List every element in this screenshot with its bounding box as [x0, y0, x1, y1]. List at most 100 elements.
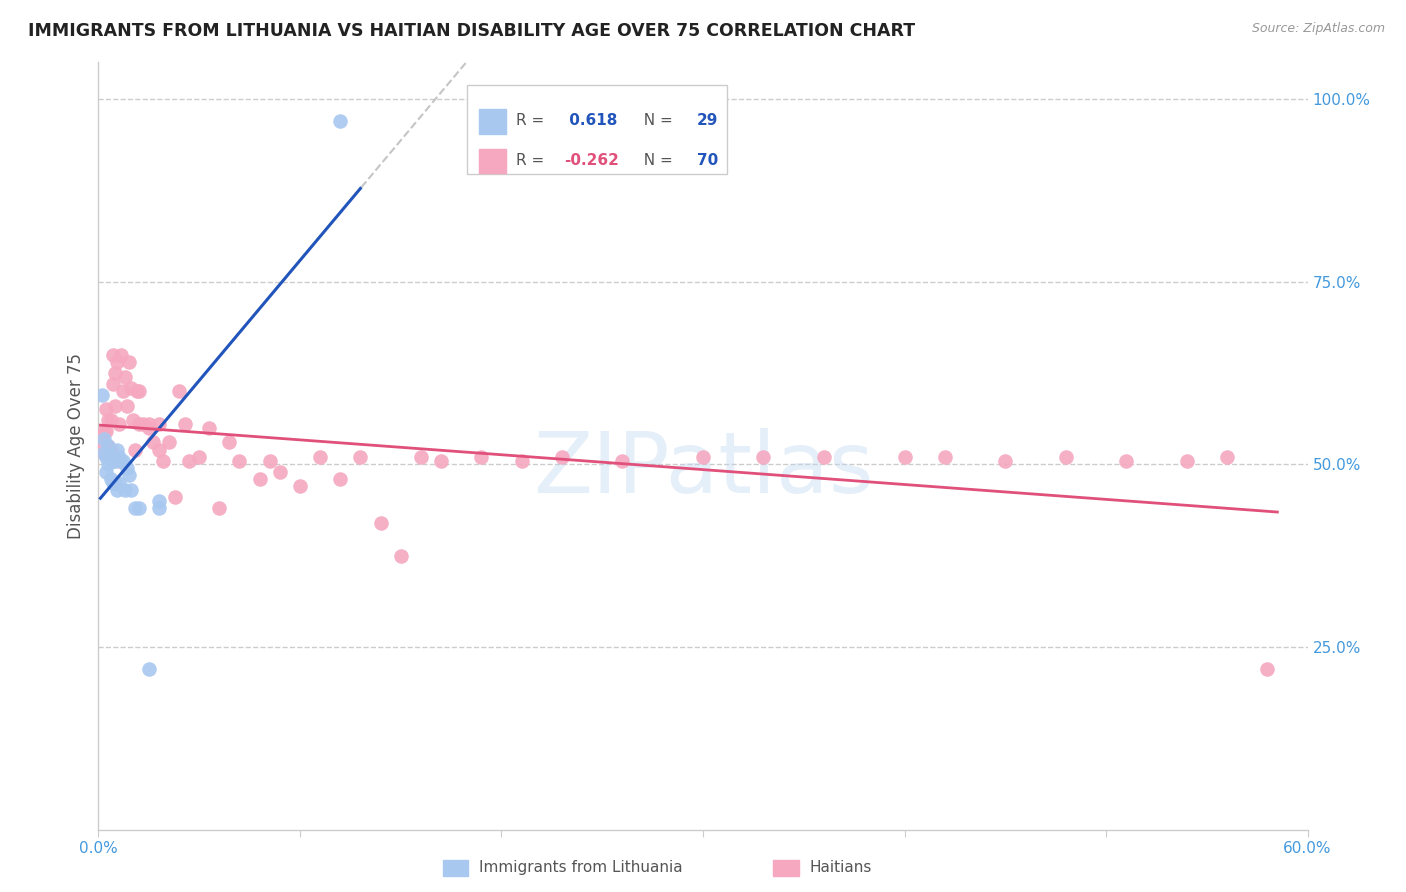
Point: [1115, 453, 1137, 467]
Point: [389, 549, 412, 563]
Point: [188, 450, 211, 464]
Point: [107, 450, 129, 464]
Point: [107, 417, 129, 431]
Point: [100, 413, 122, 427]
Point: [110, 453, 132, 467]
Point: [97, 439, 120, 453]
Point: [152, 453, 174, 467]
Point: [115, 399, 138, 413]
Bar: [479, 149, 506, 173]
Point: [114, 483, 136, 497]
Point: [93, 425, 115, 439]
Point: [128, 417, 150, 431]
Point: [430, 453, 453, 467]
Point: [198, 421, 221, 435]
Text: Haitians: Haitians: [810, 861, 872, 875]
Point: [167, 384, 190, 399]
Point: [118, 468, 141, 483]
Text: ZIPatlas: ZIPatlas: [533, 427, 873, 510]
Point: [97, 413, 120, 427]
Point: [218, 435, 240, 450]
Text: R =: R =: [516, 113, 548, 128]
Point: [124, 442, 146, 457]
Point: [105, 442, 128, 457]
Point: [174, 417, 197, 431]
Point: [349, 450, 371, 464]
Point: [128, 384, 150, 399]
Point: [249, 472, 271, 486]
Point: [115, 461, 138, 475]
Text: IMMIGRANTS FROM LITHUANIA VS HAITIAN DISABILITY AGE OVER 75 CORRELATION CHART: IMMIGRANTS FROM LITHUANIA VS HAITIAN DIS…: [28, 22, 915, 40]
Point: [228, 453, 250, 467]
Point: [96, 425, 118, 439]
Point: [179, 453, 201, 467]
Point: [148, 442, 170, 457]
Point: [91, 435, 114, 450]
Point: [1216, 450, 1239, 464]
Text: N =: N =: [634, 113, 678, 128]
Point: [132, 417, 155, 431]
Point: [101, 453, 124, 467]
Point: [100, 442, 122, 457]
Point: [269, 465, 291, 479]
Text: R =: R =: [516, 153, 548, 168]
Point: [510, 453, 533, 467]
Point: [138, 421, 160, 435]
Point: [100, 472, 122, 486]
Point: [111, 384, 134, 399]
Point: [103, 453, 125, 467]
Point: [101, 348, 124, 362]
Point: [97, 439, 120, 453]
Point: [259, 453, 281, 467]
Text: Source: ZipAtlas.com: Source: ZipAtlas.com: [1251, 22, 1385, 36]
Bar: [479, 110, 506, 134]
Point: [1054, 450, 1077, 464]
Point: [111, 453, 134, 467]
Point: [93, 432, 115, 446]
Point: [994, 453, 1017, 467]
Point: [97, 457, 120, 471]
Point: [1175, 453, 1198, 467]
Text: N =: N =: [634, 153, 678, 168]
Point: [551, 450, 574, 464]
Point: [309, 450, 332, 464]
Y-axis label: Disability Age Over 75: Disability Age Over 75: [66, 353, 84, 539]
Point: [409, 450, 432, 464]
Text: 70: 70: [697, 153, 718, 168]
Point: [142, 435, 165, 450]
FancyBboxPatch shape: [467, 86, 727, 174]
Point: [101, 376, 124, 391]
Point: [96, 450, 118, 464]
Point: [121, 413, 143, 427]
Point: [138, 662, 160, 676]
Point: [934, 450, 956, 464]
Text: 29: 29: [697, 113, 718, 128]
Point: [120, 483, 142, 497]
Point: [105, 483, 128, 497]
Point: [105, 355, 128, 369]
Point: [752, 450, 775, 464]
Point: [114, 369, 136, 384]
Point: [100, 450, 122, 464]
Point: [120, 380, 142, 394]
Point: [157, 435, 180, 450]
Point: [288, 479, 311, 493]
Point: [138, 417, 160, 431]
Point: [692, 450, 714, 464]
Point: [103, 366, 125, 380]
Point: [107, 475, 129, 490]
Point: [370, 516, 392, 530]
Point: [329, 472, 352, 486]
Text: Immigrants from Lithuania: Immigrants from Lithuania: [479, 861, 683, 875]
Point: [103, 399, 125, 413]
Point: [96, 465, 118, 479]
Point: [148, 501, 170, 516]
Point: [813, 450, 835, 464]
Point: [124, 501, 146, 516]
Point: [329, 114, 352, 128]
Point: [148, 493, 170, 508]
Point: [93, 446, 115, 460]
Point: [125, 384, 148, 399]
Point: [128, 501, 150, 516]
Point: [103, 475, 125, 490]
